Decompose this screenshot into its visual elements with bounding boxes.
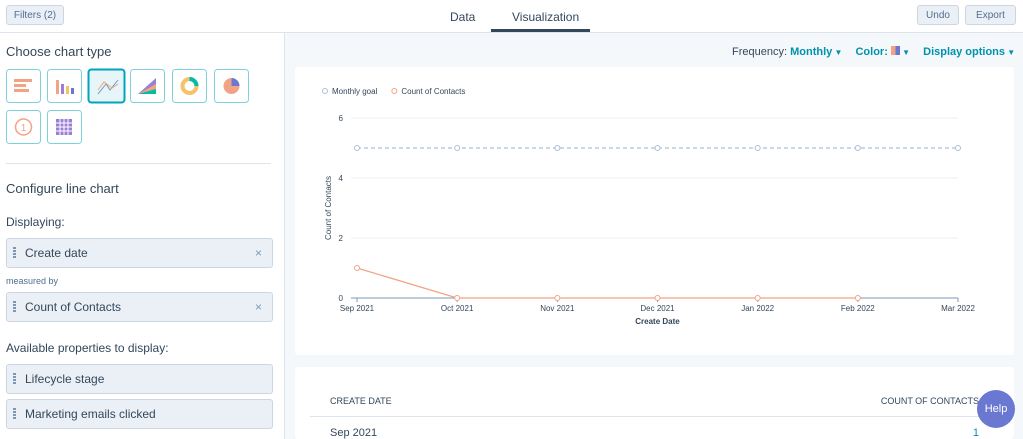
option-label: Frequency: (732, 46, 788, 58)
field-label: measured by (6, 276, 59, 286)
data-point (554, 295, 561, 301)
x-axis-title: Create Date (635, 317, 680, 326)
x-tick-label: Oct 2021 (441, 304, 474, 313)
y-tick-label: 2 (339, 234, 344, 243)
chart-card (295, 67, 1014, 355)
x-tick-label: Dec 2021 (640, 304, 675, 313)
toolbar (0, 0, 1023, 33)
data-point (754, 295, 761, 301)
table-header: COUNT OF CONTACTS (880, 396, 979, 406)
table-divider (310, 416, 998, 417)
x-tick-label: Mar 2022 (941, 304, 975, 313)
legend-label: Count of Contacts (401, 87, 465, 96)
icon-bar[interactable] (6, 69, 41, 103)
x-tick-label: Jan 2022 (741, 304, 774, 313)
data-point (554, 145, 561, 151)
chart: 0 2 4 6 Sep 2021 Oct 2021 Nov 2021 Dec 2021 Jan … (322, 87, 975, 326)
grip (13, 301, 16, 313)
section-title: Choose chart type (6, 44, 112, 59)
color-dropdown[interactable]: Color: (855, 46, 888, 58)
display-options[interactable]: Display options (923, 46, 1006, 58)
property-name: Create date (25, 246, 88, 260)
kpi-icon-text: 1 (21, 123, 27, 134)
y-tick-label: 6 (339, 114, 344, 123)
data-point (955, 145, 961, 151)
x-tick-label: Sep 2021 (340, 304, 375, 313)
divider (6, 163, 271, 164)
remove-icon[interactable]: × (254, 300, 262, 314)
tab-underline (491, 29, 590, 32)
field-label: Available properties to display: (6, 341, 169, 355)
data-point (654, 145, 661, 151)
table-card (295, 367, 1014, 439)
chart-type-icons: 1 (6, 68, 249, 144)
property-name: Lifecycle stage (25, 372, 105, 386)
icon-pie[interactable] (214, 69, 249, 103)
frequency-dropdown[interactable]: Monthly (790, 46, 833, 58)
help-button[interactable]: Help (977, 390, 1015, 428)
property-box[interactable]: Marketing emails clicked (6, 399, 273, 429)
x-tick-label: Nov 2021 (540, 304, 575, 313)
x-tick-label: Feb 2022 (841, 304, 875, 313)
options-bar: Frequency: Monthly ▼ Color: ▼ Display op… (732, 46, 1016, 58)
undo-button[interactable]: Undo (917, 5, 959, 25)
field-label: Displaying: (6, 215, 65, 229)
icon-donut[interactable] (172, 69, 207, 103)
legend-label: Monthly goal (332, 87, 378, 96)
legend-marker (322, 88, 328, 94)
data-point (854, 145, 861, 151)
legend-marker (391, 88, 398, 94)
property-box[interactable]: Create date × (6, 238, 273, 268)
section-title: Configure line chart (6, 181, 119, 196)
grip (13, 408, 16, 420)
remove-icon[interactable]: × (254, 246, 262, 260)
icon-line[interactable] (87, 68, 126, 104)
color-swatch (890, 46, 900, 55)
icon-area[interactable] (130, 69, 165, 103)
property-box[interactable]: Lifecycle stage (6, 364, 273, 394)
data-point (854, 295, 861, 301)
data-point (454, 145, 461, 151)
grip (13, 247, 16, 259)
table-cell: Sep 2021 (330, 427, 378, 439)
filters-button[interactable]: Filters (2) (6, 5, 64, 25)
y-axis-title: Count of Contacts (324, 176, 333, 240)
data-point (654, 295, 661, 301)
tab[interactable]: Visualization (512, 10, 580, 24)
table-cell[interactable]: 1 (972, 427, 979, 439)
data-point (354, 145, 360, 151)
y-tick-label: 0 (339, 294, 344, 303)
grip (13, 373, 16, 385)
icon-kpi[interactable]: 1 (6, 110, 41, 144)
series-line (356, 267, 858, 299)
data-point (454, 295, 461, 301)
tab[interactable]: Data (450, 10, 476, 24)
y-tick-label: 4 (339, 174, 344, 183)
property-name: Marketing emails clicked (25, 407, 156, 421)
data-point (754, 145, 761, 151)
data-point (354, 265, 360, 271)
icon-table[interactable] (47, 110, 82, 144)
property-name: Count of Contacts (25, 300, 122, 314)
table-header: CREATE DATE (330, 396, 392, 406)
property-box[interactable]: Count of Contacts × (6, 292, 273, 322)
export-button[interactable]: Export (965, 5, 1016, 25)
icon-column[interactable] (47, 69, 82, 103)
